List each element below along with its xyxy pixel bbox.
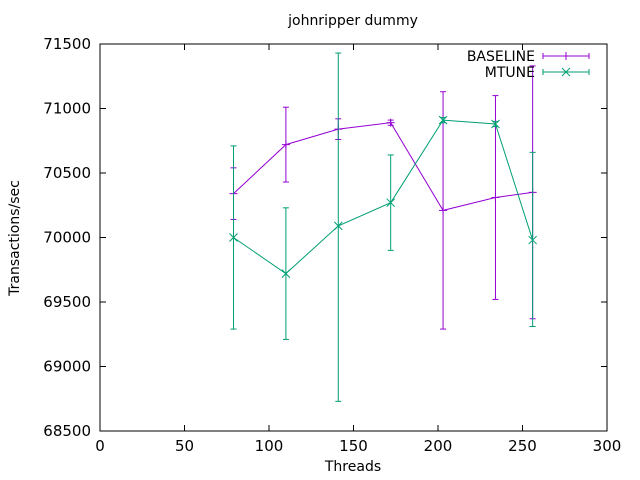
series-line <box>233 122 533 211</box>
point-stroke <box>438 115 448 125</box>
point-stroke <box>229 233 238 242</box>
legend-label: BASELINE <box>467 49 535 65</box>
y-tick-label: 68500 <box>43 422 91 440</box>
data-point <box>491 193 500 202</box>
data-point <box>386 198 396 208</box>
x-tick-label: 150 <box>339 437 368 455</box>
y-tick-label: 70500 <box>43 164 91 182</box>
point-stroke <box>491 119 500 129</box>
x-tick-label: 300 <box>593 437 622 455</box>
chart-title: johnripper dummy <box>287 13 418 29</box>
legend-marker <box>562 52 570 60</box>
y-tick-label: 71000 <box>43 100 91 118</box>
y-tick-label: 70000 <box>43 229 91 247</box>
data-point <box>491 119 500 129</box>
x-axis-label: Threads <box>324 459 381 475</box>
point-stroke <box>333 221 343 231</box>
x-tick-label: 250 <box>508 437 537 455</box>
data-point <box>438 115 448 125</box>
data-point <box>386 118 395 127</box>
plot-frame <box>99 43 608 432</box>
point-stroke <box>281 269 291 278</box>
y-axis-label: Transactions/sec <box>7 180 23 297</box>
point-stroke <box>386 198 396 208</box>
data-point <box>528 235 537 245</box>
x-tick-label: 200 <box>424 437 453 455</box>
y-tick-label: 71500 <box>43 35 91 53</box>
legend-item: BASELINE <box>467 49 590 65</box>
y-axis: 68500 69000 69500 70000 70500 71000 71500 <box>43 35 607 440</box>
data-point <box>439 206 448 215</box>
data-point <box>229 233 238 242</box>
x-tick-label: 0 <box>95 437 105 455</box>
y-tick-label: 69500 <box>43 293 91 311</box>
legend-marker <box>561 67 571 77</box>
series-baseline <box>229 65 537 330</box>
legend-label: MTUNE <box>485 65 535 81</box>
series-layer <box>229 52 537 402</box>
x-tick-label: 100 <box>255 437 284 455</box>
series-mtune <box>229 52 537 402</box>
data-point <box>281 269 291 278</box>
error-bar <box>335 52 342 402</box>
data-point <box>333 221 343 231</box>
legend-item: MTUNE <box>485 65 590 81</box>
point-stroke <box>528 235 537 245</box>
y-tick-label: 69000 <box>43 358 91 376</box>
x-tick-label: 50 <box>175 437 194 455</box>
series-line <box>233 119 534 275</box>
x-axis: 0 50 100 150 200 250 300 <box>95 44 621 455</box>
data-point <box>281 140 290 149</box>
point-stroke <box>561 67 571 77</box>
